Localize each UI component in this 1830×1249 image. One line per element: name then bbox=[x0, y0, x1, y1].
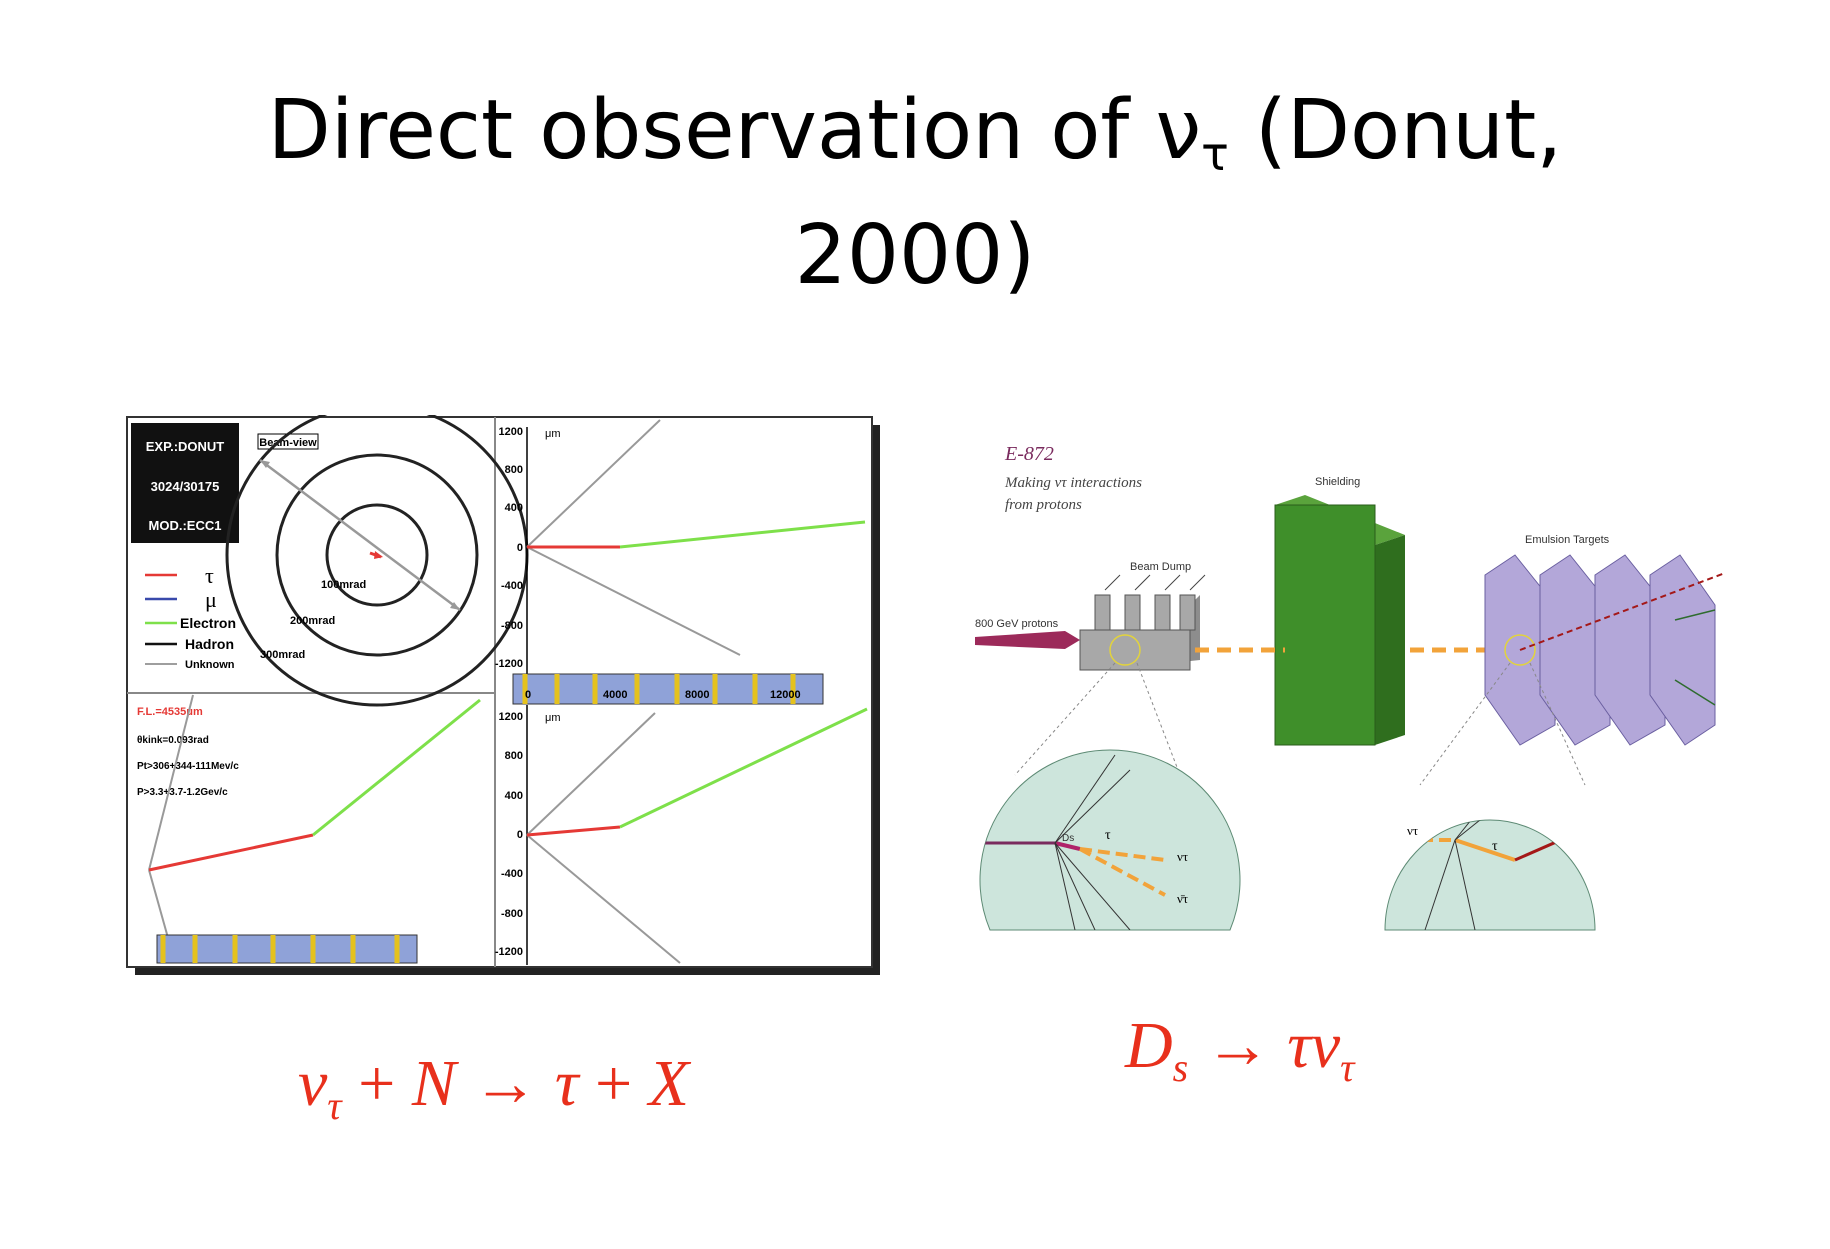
top-tick-m400: -400 bbox=[501, 580, 523, 592]
nu-tau-label-right: ντ bbox=[1407, 823, 1418, 838]
kink-panel: F.L.=4535μm θkink=0.093rad Pt>306+344-11… bbox=[137, 694, 481, 964]
emulsion-targets bbox=[1484, 554, 1726, 746]
legend-hadron: Hadron bbox=[185, 636, 234, 652]
x-tick-4000: 4000 bbox=[603, 689, 627, 701]
ds-label: Ds bbox=[1062, 833, 1074, 844]
beam-dump bbox=[1079, 574, 1206, 671]
bottom-tick-1200: 1200 bbox=[499, 711, 523, 723]
flight-length: F.L.=4535μm bbox=[137, 706, 203, 718]
event-display-figure: EXP.:DONUT 3024/30175 MOD.:ECC1 Beam-vie… bbox=[126, 415, 880, 975]
bottom-tick-m1200: -1200 bbox=[495, 946, 523, 958]
track-plot-top: 1200 800 400 0 -400 -800 -1200 μm 0 4000… bbox=[495, 419, 866, 705]
bottom-tick-800: 800 bbox=[505, 750, 523, 762]
legend-mu: μ bbox=[205, 587, 217, 612]
momentum: P>3.3+3.7-1.2Gev/c bbox=[137, 787, 228, 798]
subtitle-line-2: from protons bbox=[1005, 497, 1082, 513]
experiment-label: E-872 bbox=[1004, 443, 1054, 465]
bottom-tick-m400: -400 bbox=[501, 868, 523, 880]
nu-tau-bar-label: ν̄τ bbox=[1177, 891, 1188, 906]
ring-label-200: 200mrad bbox=[290, 615, 335, 627]
equation-tau-production: ντ + N → τ + X bbox=[298, 1047, 690, 1128]
shielding-block bbox=[1274, 495, 1405, 746]
emulsion-label: Emulsion Targets bbox=[1525, 534, 1610, 546]
ds-decay-inset: Ds τ ντ ν̄τ bbox=[979, 749, 1241, 931]
transverse-momentum: Pt>306+344-111Mev/c bbox=[137, 761, 239, 772]
beam-dump-label: Beam Dump bbox=[1130, 561, 1191, 573]
shielding-label: Shielding bbox=[1315, 476, 1360, 488]
nu-tau-label: ντ bbox=[1177, 849, 1188, 864]
beam-view-label: Beam-view bbox=[259, 437, 317, 449]
scale-bar-top bbox=[512, 673, 824, 705]
top-tick-400: 400 bbox=[505, 502, 523, 514]
subtitle-line-1: Making ντ interactions bbox=[1004, 475, 1142, 491]
x-tick-12000: 12000 bbox=[770, 689, 801, 701]
scale-bar-bottom bbox=[156, 934, 418, 964]
tau-label-left: τ bbox=[1105, 828, 1111, 843]
ring-100mrad bbox=[325, 503, 429, 607]
top-tick-1200: 1200 bbox=[499, 426, 523, 438]
ring-200mrad bbox=[275, 453, 479, 657]
ring-label-100: 100mrad bbox=[321, 579, 366, 591]
equation-ds-decay: Ds → τντ bbox=[1125, 1009, 1355, 1090]
info-mod: MOD.:ECC1 bbox=[149, 518, 222, 533]
title-line-2: 2000) bbox=[794, 208, 1036, 303]
legend-tau: τ bbox=[205, 563, 214, 588]
bottom-tick-m800: -800 bbox=[501, 908, 523, 920]
proton-beam bbox=[975, 631, 1080, 649]
x-tick-8000: 8000 bbox=[685, 689, 709, 701]
info-event: 3024/30175 bbox=[151, 479, 220, 494]
track-plot-bottom: 1200 800 400 0 -400 -800 -1200 μm bbox=[495, 705, 868, 965]
tau-production-inset: ντ τ bbox=[1384, 819, 1596, 931]
slide-title: Direct observation of ντ (Donut, 2000) bbox=[0, 80, 1830, 307]
track-legend: τ μ Electron Hadron Unknown bbox=[145, 563, 236, 671]
top-tick-800: 800 bbox=[505, 464, 523, 476]
legend-unknown: Unknown bbox=[185, 659, 235, 671]
top-axis-unit: μm bbox=[545, 428, 561, 440]
top-tick-0: 0 bbox=[517, 542, 523, 554]
legend-electron: Electron bbox=[180, 615, 236, 631]
unknown-track-beamview bbox=[259, 459, 461, 611]
info-box bbox=[131, 423, 239, 543]
protons-label: 800 GeV protons bbox=[975, 618, 1059, 630]
ring-label-300: 300mrad bbox=[260, 649, 305, 661]
tau-label-right: τ bbox=[1492, 839, 1498, 854]
top-tick-m1200: -1200 bbox=[495, 658, 523, 670]
bottom-axis-unit: μm bbox=[545, 712, 561, 724]
bottom-tick-0: 0 bbox=[517, 829, 523, 841]
x-tick-0: 0 bbox=[525, 689, 531, 701]
info-exp: EXP.:DONUT bbox=[146, 439, 225, 454]
bottom-tick-400: 400 bbox=[505, 790, 523, 802]
top-tick-m800: -800 bbox=[501, 620, 523, 632]
title-line-1: Direct observation of ντ (Donut, bbox=[267, 83, 1563, 181]
theta-kink: θkink=0.093rad bbox=[137, 735, 209, 746]
e872-schematic: E-872 Making ντ interactions from proton… bbox=[975, 443, 1726, 931]
